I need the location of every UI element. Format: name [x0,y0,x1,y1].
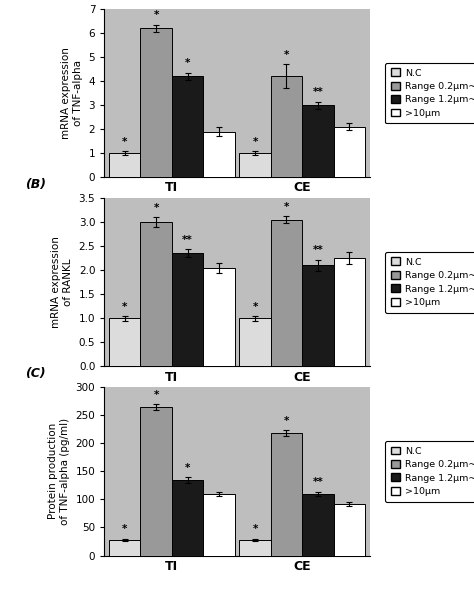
Y-axis label: mRNA expression
of RANKL: mRNA expression of RANKL [52,236,73,328]
Y-axis label: mRNA expression
of TNF-alpha: mRNA expression of TNF-alpha [62,47,83,139]
Bar [302,265,334,366]
Text: *: * [122,137,128,147]
Bar [271,76,302,177]
Text: (C): (C) [25,368,46,381]
Legend: N.C, Range 0.2μm~1.2μm, Range 1.2μm~10μm, >10μm: N.C, Range 0.2μm~1.2μm, Range 1.2μm~10μm… [385,63,474,124]
Bar [109,319,140,366]
Text: *: * [185,463,190,473]
Bar [334,258,365,366]
Text: **: ** [312,87,323,98]
Text: *: * [253,137,258,147]
Text: (B): (B) [25,178,46,191]
Bar [239,319,271,366]
Bar [203,268,235,366]
Bar [239,153,271,177]
Text: *: * [122,524,128,534]
Bar [239,540,271,556]
Text: *: * [284,202,289,212]
Bar [334,504,365,556]
Bar [271,433,302,556]
Text: *: * [284,416,289,426]
Text: *: * [154,203,159,213]
Text: *: * [185,59,190,69]
Bar [172,254,203,366]
Bar [172,480,203,556]
Text: (A): (A) [25,0,46,2]
Bar [140,407,172,556]
Legend: N.C, Range 0.2μm~1.2μm, Range 1.2μm~10μm, >10μm: N.C, Range 0.2μm~1.2μm, Range 1.2μm~10μm… [385,441,474,502]
Bar [334,127,365,177]
Bar [203,494,235,556]
Text: **: ** [182,235,193,245]
Bar [302,105,334,177]
Bar [109,153,140,177]
Bar [271,220,302,366]
Text: *: * [253,524,258,534]
Legend: N.C, Range 0.2μm~1.2μm, Range 1.2μm~10μm, >10μm: N.C, Range 0.2μm~1.2μm, Range 1.2μm~10μm… [385,252,474,313]
Bar [140,222,172,366]
Text: *: * [122,301,128,311]
Bar [140,28,172,177]
Text: *: * [154,389,159,400]
Text: **: ** [312,245,323,255]
Y-axis label: Protein production
of TNF-alpha (pg/ml): Protein production of TNF-alpha (pg/ml) [48,418,70,525]
Bar [109,540,140,556]
Text: *: * [154,10,159,20]
Bar [203,132,235,177]
Bar [302,494,334,556]
Text: *: * [253,301,258,311]
Text: *: * [284,50,289,60]
Bar [172,76,203,177]
Text: **: ** [312,478,323,488]
